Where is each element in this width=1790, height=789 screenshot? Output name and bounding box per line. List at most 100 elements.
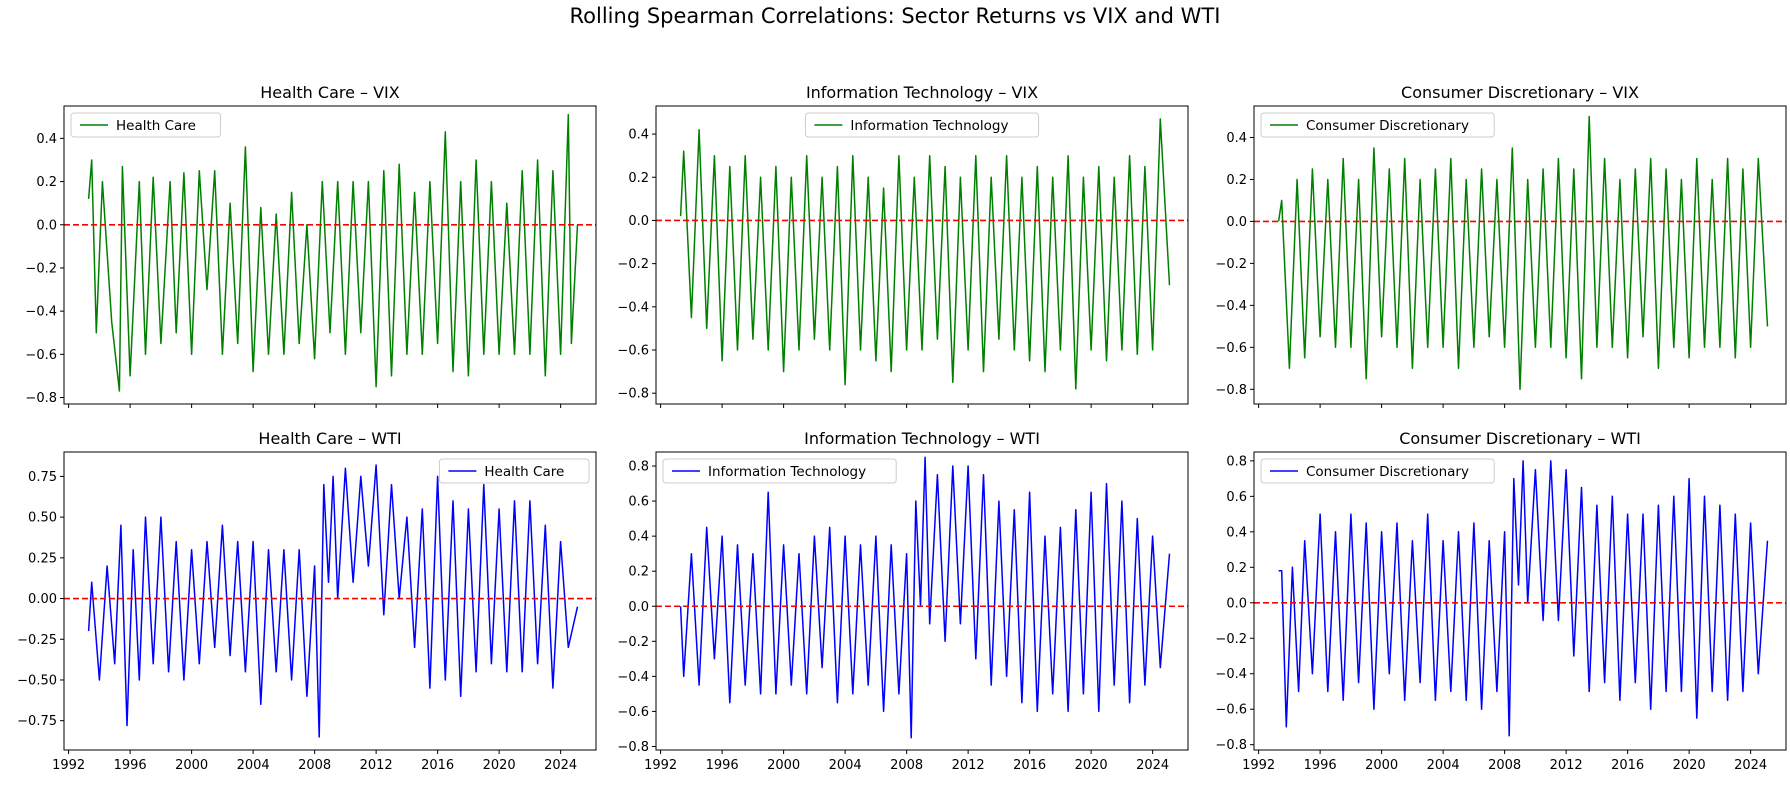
y-tick-label: −0.8 (617, 740, 649, 755)
y-tick-label: −0.2 (25, 261, 57, 276)
y-tick-label: −0.4 (1215, 667, 1247, 682)
y-tick-label: 0.75 (28, 470, 57, 485)
panel-title: Information Technology – VIX (806, 83, 1038, 102)
series-line (87, 464, 579, 738)
x-tick-label: 2000 (1365, 758, 1398, 773)
legend: Information Technology (662, 458, 897, 484)
chart-information-technology-vix: Information Technology – VIX −0.8 −0.6 −0.4… (617, 83, 1189, 408)
x-tick-label: 2020 (483, 758, 516, 773)
y-tick-label: −0.2 (1215, 632, 1247, 647)
series-line (1277, 115, 1769, 391)
panel-title: Consumer Discretionary – WTI (1399, 429, 1641, 448)
y-tick-label: 0.6 (1226, 490, 1247, 505)
x-tick-label: 2008 (1488, 758, 1521, 773)
panel-title: Health Care – WTI (258, 429, 401, 448)
plot-frame (1253, 105, 1787, 405)
legend-box (70, 112, 222, 138)
y-tick-label: −0.4 (1215, 299, 1247, 314)
y-tick-label: 0.2 (628, 171, 649, 186)
legend-box (662, 458, 897, 484)
legend: Health Care (438, 458, 590, 484)
y-tick-label: −0.8 (1215, 738, 1247, 753)
y-tick-label: 0.8 (1226, 454, 1247, 469)
x-tick-label: 2024 (1136, 758, 1169, 773)
figure-title: Rolling Spearman Correlations: Sector Re… (569, 4, 1221, 28)
series-line (679, 456, 1171, 739)
chart-health-care-vix: Health Care – VIX −0.8 −0.6 −0.4 −0.2 0.0 0.2 0… (25, 83, 597, 408)
y-tick-label: −0.6 (617, 344, 649, 359)
legend: Information Technology (804, 112, 1040, 138)
y-tick-label: −0.4 (617, 300, 649, 315)
x-tick-label: 2004 (237, 758, 270, 773)
legend-label: Health Care (116, 118, 196, 134)
y-tick-label: 0.0 (628, 600, 649, 615)
panel-title: Health Care – VIX (260, 83, 400, 102)
chart-consumer-discretionary-vix: Consumer Discretionary – VIX −0.8 −0.6 −0.4… (1215, 83, 1787, 408)
y-tick-label: −0.25 (17, 633, 57, 648)
y-tick-label: 0.0 (1226, 215, 1247, 230)
x-tick-label: 2008 (298, 758, 331, 773)
series-line (1278, 460, 1769, 737)
y-tick-label: −0.8 (617, 387, 649, 402)
x-tick-label: 1996 (1304, 758, 1337, 773)
legend-box (438, 458, 590, 484)
chart-consumer-discretionary-wti: Consumer Discretionary – WTI −0.8 −0.6 −0.4… (1215, 429, 1787, 773)
y-tick-label: 0.0 (1226, 596, 1247, 611)
x-tick-label: 2000 (767, 758, 800, 773)
y-tick-label: −0.8 (25, 391, 57, 406)
y-tick-label: −0.6 (1215, 703, 1247, 718)
y-tick-label: 0.2 (1226, 561, 1247, 576)
y-tick-label: −0.6 (617, 705, 649, 720)
y-tick-label: −0.4 (617, 670, 649, 685)
x-tick-label: 2012 (360, 758, 393, 773)
x-tick-label: 2012 (1550, 758, 1583, 773)
y-tick-label: 0.4 (1226, 131, 1247, 146)
y-tick-label: −0.50 (17, 673, 57, 688)
legend: Consumer Discretionary (1260, 112, 1495, 138)
x-tick-label: 2024 (1734, 758, 1767, 773)
y-tick-label: 0.4 (628, 128, 649, 143)
y-tick-label: 0.00 (28, 592, 57, 607)
panel-title: Consumer Discretionary – VIX (1401, 83, 1639, 102)
x-tick-label: 2012 (952, 758, 985, 773)
x-tick-label: 2004 (1427, 758, 1460, 773)
y-tick-label: 0.0 (628, 214, 649, 229)
x-tick-label: 2008 (890, 758, 923, 773)
legend: Health Care (70, 112, 222, 138)
legend-box (1260, 112, 1495, 138)
plot-frame (655, 105, 1189, 405)
x-tick-label: 2020 (1673, 758, 1706, 773)
y-tick-label: 0.2 (1226, 173, 1247, 188)
x-tick-label: 1992 (1242, 758, 1275, 773)
legend-label: Health Care (484, 464, 564, 480)
legend-box (1260, 458, 1495, 484)
series-line (679, 118, 1171, 390)
legend-box (804, 112, 1040, 138)
y-tick-label: −0.8 (1215, 383, 1247, 398)
y-tick-label: 0.25 (28, 551, 57, 566)
legend-label: Information Technology (850, 118, 1008, 134)
x-tick-label: 2020 (1075, 758, 1108, 773)
legend-label: Information Technology (708, 464, 866, 480)
y-tick-label: −0.2 (617, 635, 649, 650)
legend-label: Consumer Discretionary (1306, 118, 1469, 134)
y-tick-label: 0.4 (36, 132, 57, 147)
y-tick-label: −0.4 (25, 305, 57, 320)
series-line (87, 113, 579, 392)
y-tick-label: 0.8 (628, 460, 649, 475)
y-tick-label: 0.2 (36, 175, 57, 190)
y-tick-label: −0.2 (1215, 257, 1247, 272)
plot-frame (1253, 451, 1787, 751)
y-tick-label: −0.6 (25, 348, 57, 363)
x-tick-label: 1992 (644, 758, 677, 773)
chart-health-care-wti: Health Care – WTI −0.75 −0.50 −0.25 0.00 0.25… (17, 429, 597, 773)
x-tick-label: 2016 (421, 758, 454, 773)
y-tick-label: −0.75 (17, 714, 57, 729)
x-tick-label: 2004 (829, 758, 862, 773)
y-tick-label: −0.6 (1215, 341, 1247, 356)
chart-information-technology-wti: Information Technology – WTI −0.8 −0.6 −0.4… (617, 429, 1189, 773)
x-tick-label: 2000 (175, 758, 208, 773)
x-tick-label: 2016 (1611, 758, 1644, 773)
plot-frame (63, 451, 597, 751)
x-tick-label: 2016 (1013, 758, 1046, 773)
